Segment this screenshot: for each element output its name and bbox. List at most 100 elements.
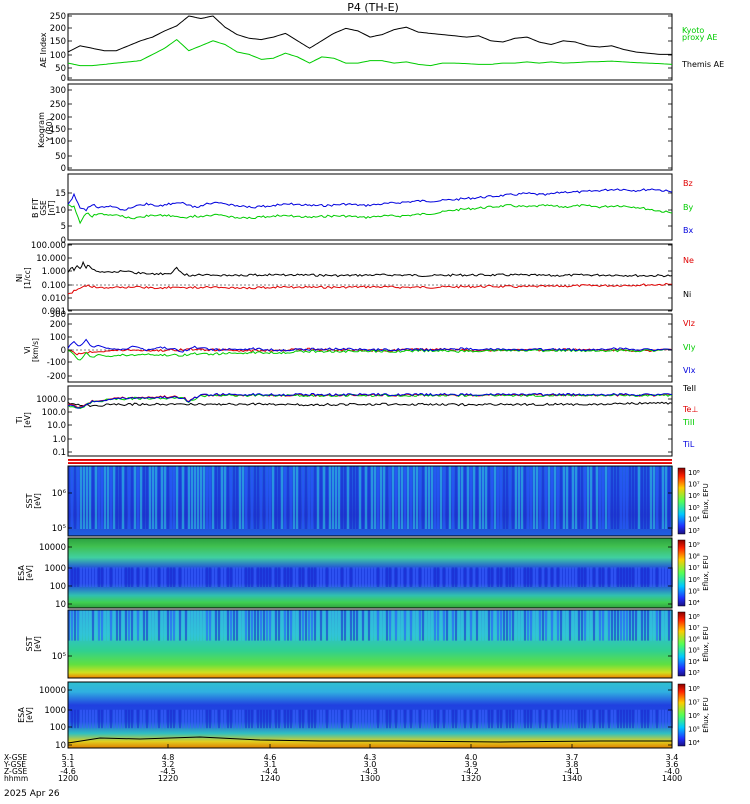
spectrogram-stripe (572, 709, 574, 729)
colorbar-tick-label: 10⁸ (688, 553, 700, 561)
spectrogram-stripe (314, 709, 316, 729)
spectrogram-stripe (596, 466, 598, 529)
spectrogram-stripe (506, 709, 508, 729)
spectrogram-stripe (614, 567, 616, 587)
spectrogram-stripe (338, 610, 340, 641)
spectrogram-stripe (296, 610, 298, 641)
spectrogram-stripe (197, 709, 199, 729)
y-axis-unit: GSE (39, 200, 48, 216)
spectrogram-stripe (158, 567, 160, 587)
spectrogram-stripe (617, 709, 619, 729)
spectrogram-stripe (149, 567, 151, 587)
spectrogram-stripe (323, 466, 325, 529)
spectrogram-stripe (623, 610, 625, 641)
spectrogram-stripe (530, 709, 532, 729)
y-tick-label: -100 (47, 358, 66, 368)
spectrogram-stripe (506, 567, 508, 587)
spectrogram-stripe (92, 610, 94, 641)
spectrogram-stripe (173, 466, 175, 529)
x-tick-value: 3.2 (162, 760, 175, 769)
spectrogram-stripe (656, 610, 658, 641)
spectrogram-stripe (380, 709, 382, 729)
spectrogram-stripe (218, 567, 220, 587)
spectrogram-stripe (536, 610, 538, 641)
spectrogram-stripe (362, 610, 364, 641)
date-label: 2025 Apr 26 (4, 789, 60, 799)
spectrogram-stripe (455, 610, 457, 641)
spectrogram-stripe (401, 466, 403, 529)
spectrogram-stripe (236, 567, 238, 587)
temperature-frame (67, 385, 673, 457)
y-tick-label: 0 (61, 74, 66, 84)
spectrogram-stripe (395, 567, 397, 587)
spectrogram-stripe (128, 466, 130, 529)
spectrogram-stripe (257, 610, 259, 641)
spectrogram-stripe (560, 709, 562, 729)
spectrogram-stripe (479, 466, 481, 529)
spectrogram-stripe (593, 709, 595, 729)
spectrogram-stripe (365, 709, 367, 729)
y-tick-label: 150 (50, 125, 66, 135)
spectrogram-stripe (248, 610, 250, 641)
spectrogram-stripe (479, 567, 481, 587)
spectrogram-stripe (362, 709, 364, 729)
spectrogram-stripe (71, 610, 73, 641)
spectrogram-stripe (602, 567, 604, 587)
spectrogram-stripe (503, 610, 505, 641)
spectrogram-stripe (497, 567, 499, 587)
y-axis-label: Ti (15, 417, 24, 425)
spectrogram-stripe (305, 466, 307, 529)
spectrogram-stripe (68, 709, 70, 729)
spectrogram-stripe (524, 567, 526, 587)
x-tick-value: 1340 (562, 774, 582, 783)
spectrogram-stripe (140, 709, 142, 729)
spectrogram-stripe (338, 709, 340, 729)
spectrogram-stripe (602, 709, 604, 729)
spectrogram-stripe (458, 466, 460, 529)
spectrogram-stripe (164, 466, 166, 529)
esa-i-spacecraft-potential (67, 736, 672, 744)
spectrogram-stripe (614, 709, 616, 729)
spectrogram-stripe (338, 567, 340, 587)
spectrogram-stripe (125, 709, 127, 729)
spectrogram-stripe (137, 567, 139, 587)
spectrogram-stripe (293, 709, 295, 729)
spectrogram-stripe (407, 466, 409, 529)
spectrogram-stripe (440, 567, 442, 587)
spectrogram-stripe (449, 610, 451, 641)
spectrogram-stripe (329, 466, 331, 529)
spectrogram-stripe (644, 709, 646, 729)
spectrogram-stripe (638, 567, 640, 587)
spectrogram-stripe (86, 567, 88, 587)
spectrogram-stripe (311, 466, 313, 529)
colorbar-tick-label: 10⁵ (688, 504, 700, 512)
spectrogram-stripe (281, 567, 283, 587)
esa_i-texture (68, 709, 673, 729)
legend-entry: proxy AE (682, 33, 717, 42)
spectrogram-stripe (440, 466, 442, 529)
spectrogram-stripe (473, 466, 475, 529)
spectrogram-stripe (485, 709, 487, 729)
spectrogram-stripe (236, 466, 238, 529)
keogram-frame (67, 83, 673, 171)
spectrogram-stripe (401, 709, 403, 729)
spectrogram-stripe (350, 567, 352, 587)
spectrogram-stripe (425, 567, 427, 587)
colorbar-tick-label: 10⁴ (688, 515, 700, 523)
spectrogram-stripe (464, 567, 466, 587)
spectrogram-stripe (590, 466, 592, 529)
spectrogram-stripe (242, 567, 244, 587)
spectrogram-stripe (446, 709, 448, 729)
spectrogram-stripe (95, 610, 97, 641)
spectrogram-stripe (89, 466, 91, 529)
spectrogram-stripe (92, 567, 94, 587)
spectrogram-stripe (632, 567, 634, 587)
spectrogram-stripe (329, 567, 331, 587)
spectrogram-stripe (494, 610, 496, 641)
spectrogram-stripe (413, 567, 415, 587)
spectrogram-stripe (641, 567, 643, 587)
colorbar-tick-label: 10⁵ (688, 647, 700, 655)
sst_i-frame (67, 609, 673, 679)
colorbar-label: Eflux, EFU (702, 626, 710, 661)
